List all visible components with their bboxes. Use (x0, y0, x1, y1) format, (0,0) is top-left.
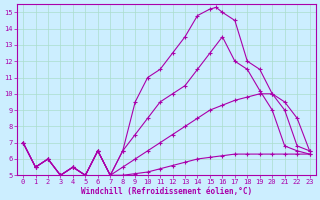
X-axis label: Windchill (Refroidissement éolien,°C): Windchill (Refroidissement éolien,°C) (81, 187, 252, 196)
